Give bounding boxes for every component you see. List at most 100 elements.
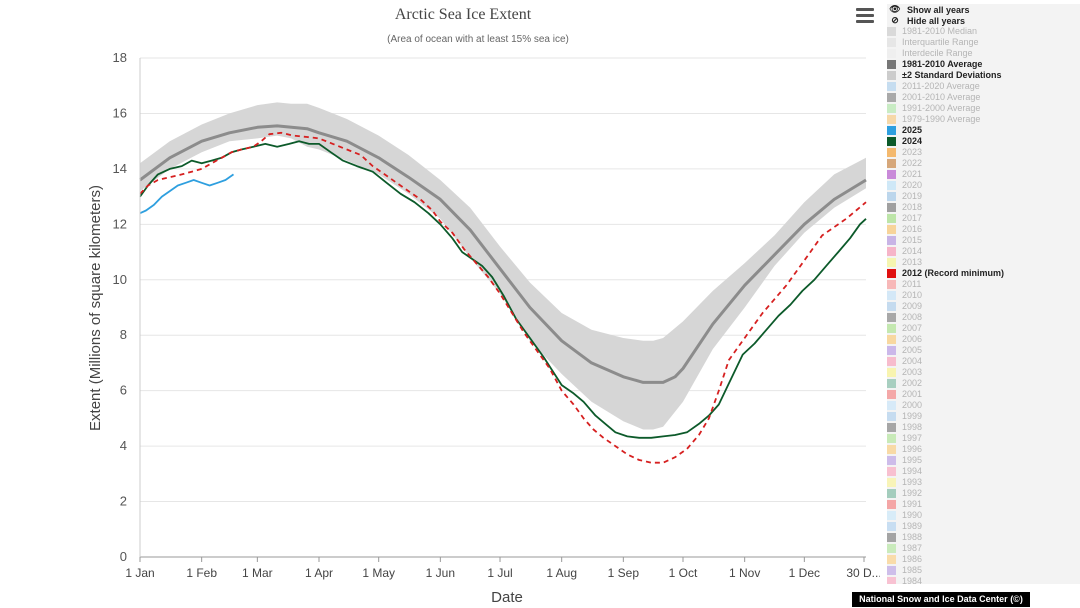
legend-item[interactable]: 2008 bbox=[887, 312, 1080, 323]
legend-label: 2003 bbox=[902, 367, 923, 377]
legend-swatch bbox=[887, 445, 896, 454]
show-all-label: Show all years bbox=[907, 4, 970, 15]
legend-swatch bbox=[887, 170, 896, 179]
legend-swatch bbox=[887, 137, 896, 146]
std-dev-band-area bbox=[140, 102, 866, 430]
legend-item[interactable]: 2015 bbox=[887, 235, 1080, 246]
legend-item[interactable]: 2020 bbox=[887, 180, 1080, 191]
legend-item[interactable]: 2012 (Record minimum) bbox=[887, 268, 1080, 279]
legend-item[interactable]: 2018 bbox=[887, 202, 1080, 213]
legend-item[interactable]: 1995 bbox=[887, 455, 1080, 466]
legend-item[interactable]: Interdecile Range bbox=[887, 48, 1080, 59]
legend-swatch bbox=[887, 423, 896, 432]
legend-label: 1992 bbox=[902, 488, 923, 498]
chart-menu-icon[interactable] bbox=[856, 8, 874, 24]
legend-item[interactable]: 2002 bbox=[887, 378, 1080, 389]
legend-item[interactable]: 1991-2000 Average bbox=[887, 103, 1080, 114]
legend-swatch bbox=[887, 82, 896, 91]
y-tick-label: 16 bbox=[113, 105, 127, 120]
legend-label: 2005 bbox=[902, 345, 923, 355]
x-tick-label: 1 Jan bbox=[125, 566, 154, 580]
legend-item[interactable]: 2016 bbox=[887, 224, 1080, 235]
legend-item[interactable]: Interquartile Range bbox=[887, 37, 1080, 48]
legend-label: 2004 bbox=[902, 356, 923, 366]
legend-swatch bbox=[887, 566, 896, 575]
y-tick-label: 0 bbox=[120, 549, 127, 564]
legend-item[interactable]: 2013 bbox=[887, 257, 1080, 268]
legend-item[interactable]: 2011 bbox=[887, 279, 1080, 290]
legend-item[interactable]: 2001 bbox=[887, 389, 1080, 400]
legend-label: Interdecile Range bbox=[902, 48, 973, 58]
show-all-years-button[interactable]: 👁 Show all years bbox=[889, 4, 1080, 15]
legend-swatch bbox=[887, 434, 896, 443]
legend-label: 2014 bbox=[902, 246, 923, 256]
legend-item[interactable]: 2001-2010 Average bbox=[887, 92, 1080, 103]
legend-item[interactable]: 2023 bbox=[887, 147, 1080, 158]
series-lines bbox=[139, 124, 867, 464]
legend-swatch bbox=[887, 126, 896, 135]
x-tick-label: 1 Jul bbox=[487, 566, 512, 580]
legend-item[interactable]: 1988 bbox=[887, 532, 1080, 543]
legend-item[interactable]: 1996 bbox=[887, 444, 1080, 455]
legend-item[interactable]: 1991 bbox=[887, 499, 1080, 510]
legend-item[interactable]: 1989 bbox=[887, 521, 1080, 532]
legend-label: 1995 bbox=[902, 455, 923, 465]
legend-item[interactable]: 1985 bbox=[887, 565, 1080, 576]
legend-item[interactable]: 1981-2010 Average bbox=[887, 59, 1080, 70]
legend-swatch bbox=[887, 236, 896, 245]
legend-item[interactable]: 2006 bbox=[887, 334, 1080, 345]
x-tick-label: 1 Jun bbox=[426, 566, 455, 580]
x-axis-ticks: 1 Jan 1 Feb 1 Mar 1 Apr 1 May 1 Jun 1 Jul 1 Aug… bbox=[125, 557, 880, 580]
x-tick-label: 1 Oct bbox=[669, 566, 698, 580]
hide-all-years-button[interactable]: ⊘ Hide all years bbox=[889, 15, 1080, 26]
legend-item[interactable]: 2017 bbox=[887, 213, 1080, 224]
x-axis-label: Date bbox=[491, 589, 523, 606]
legend-item[interactable]: 2014 bbox=[887, 246, 1080, 257]
legend-item[interactable]: 2025 bbox=[887, 125, 1080, 136]
legend-swatch bbox=[887, 456, 896, 465]
legend-item[interactable]: 1987 bbox=[887, 543, 1080, 554]
eye-icon: 👁 bbox=[889, 4, 901, 14]
legend-item[interactable]: ±2 Standard Deviations bbox=[887, 70, 1080, 81]
credit-label: National Snow and Ice Data Center (©) bbox=[852, 592, 1030, 607]
y-tick-label: 12 bbox=[113, 216, 127, 231]
legend-item[interactable]: 1997 bbox=[887, 433, 1080, 444]
y-tick-label: 6 bbox=[120, 383, 127, 398]
legend-label: 1997 bbox=[902, 433, 923, 443]
legend-item[interactable]: 1998 bbox=[887, 422, 1080, 433]
legend-item[interactable]: 2004 bbox=[887, 356, 1080, 367]
legend-item[interactable]: 2011-2020 Average bbox=[887, 81, 1080, 92]
legend-item[interactable]: 2024 bbox=[887, 136, 1080, 147]
legend-label: 2006 bbox=[902, 334, 923, 344]
legend-label: 2013 bbox=[902, 257, 923, 267]
std-dev-band bbox=[140, 102, 866, 430]
legend-item[interactable]: 1990 bbox=[887, 510, 1080, 521]
series-line-2025 bbox=[139, 173, 235, 215]
legend-item[interactable]: 1981-2010 Median bbox=[887, 26, 1080, 37]
legend-item[interactable]: 1999 bbox=[887, 411, 1080, 422]
legend-item[interactable]: 2021 bbox=[887, 169, 1080, 180]
legend-swatch bbox=[887, 203, 896, 212]
legend-item[interactable]: 2003 bbox=[887, 367, 1080, 378]
legend-label: 2012 (Record minimum) bbox=[902, 268, 1005, 278]
legend-swatch bbox=[887, 335, 896, 344]
legend-item[interactable]: 1994 bbox=[887, 466, 1080, 477]
legend-item[interactable]: 1992 bbox=[887, 488, 1080, 499]
x-tick-label: 1 Sep bbox=[608, 566, 640, 580]
legend-item[interactable]: 2019 bbox=[887, 191, 1080, 202]
legend-item[interactable]: 1979-1990 Average bbox=[887, 114, 1080, 125]
legend-item[interactable]: 2010 bbox=[887, 290, 1080, 301]
legend-item[interactable]: 1993 bbox=[887, 477, 1080, 488]
legend-item[interactable]: 2005 bbox=[887, 345, 1080, 356]
legend-label: 1991 bbox=[902, 499, 923, 509]
eye-slash-icon: ⊘ bbox=[891, 15, 899, 25]
legend-item[interactable]: 2007 bbox=[887, 323, 1080, 334]
legend-swatch bbox=[887, 324, 896, 333]
legend-item[interactable]: 1986 bbox=[887, 554, 1080, 565]
x-tick-label: 30 D... bbox=[846, 566, 880, 580]
legend-item[interactable]: 2022 bbox=[887, 158, 1080, 169]
legend-item[interactable]: 2009 bbox=[887, 301, 1080, 312]
legend-label: 2010 bbox=[902, 290, 923, 300]
legend-item[interactable]: 1984 bbox=[887, 576, 1080, 584]
legend-item[interactable]: 2000 bbox=[887, 400, 1080, 411]
